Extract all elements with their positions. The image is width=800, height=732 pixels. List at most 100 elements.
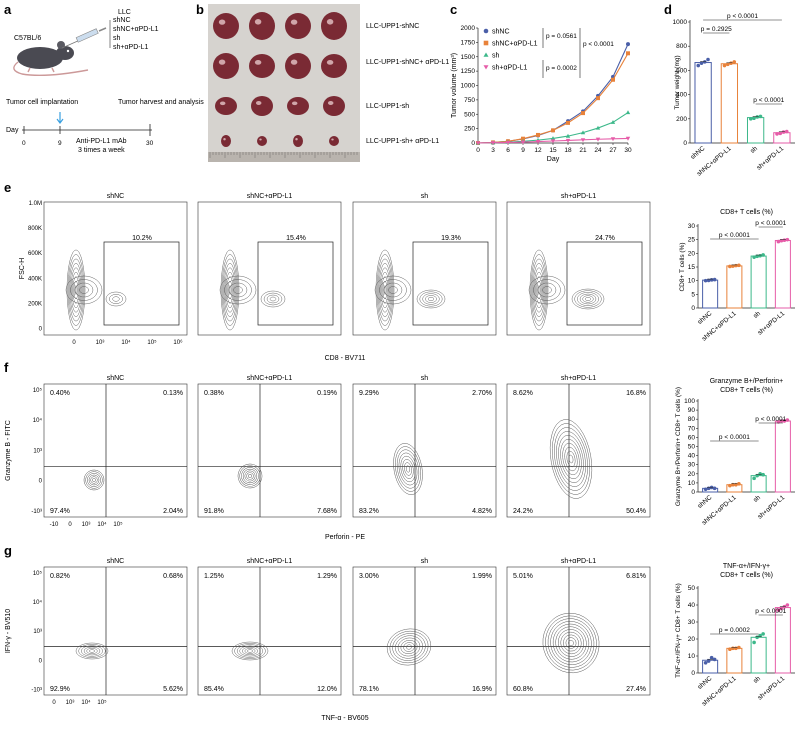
y-axis-title: TNF-α+/IFN-γ+ CD8+ T cells (%) <box>675 583 682 678</box>
y-tick-label: 0 <box>39 326 43 332</box>
flow-plot-title: shNC+αPD-L1 <box>247 193 293 200</box>
y-tick-label: 0 <box>39 479 43 485</box>
tumor-highlight <box>291 101 298 106</box>
chart-title: CD8+ T cells (%) <box>720 209 773 216</box>
contour-line <box>392 633 426 661</box>
y-axis-title: FSC-H <box>19 258 26 279</box>
contour-line <box>560 439 582 479</box>
data-point <box>784 129 789 134</box>
panel-label-c: c <box>450 2 457 17</box>
data-point <box>728 483 732 488</box>
x-tick-label: 0 <box>52 700 56 706</box>
contour-line <box>239 465 261 487</box>
contour-line <box>382 280 388 300</box>
legend-marker <box>483 52 489 57</box>
data-point <box>566 120 570 125</box>
quadrant-percentage: 24.2% <box>513 508 533 515</box>
injection-arrow-icon <box>56 112 64 124</box>
y-axis-title: Granzyme B+/Perforin+ CD8+ T cells (%) <box>675 387 682 506</box>
group-label: sh <box>113 35 121 42</box>
data-point <box>785 603 790 607</box>
y-tick-label: 800K <box>28 226 42 232</box>
quadrant-percentage: 16.9% <box>472 686 492 693</box>
contour-line <box>585 297 591 301</box>
tumor-sample <box>323 96 345 116</box>
contour-line <box>557 629 585 657</box>
data-point <box>565 133 571 138</box>
tumor-highlight <box>259 138 262 141</box>
data-point <box>776 239 781 244</box>
tumor-row-label: LLC-UPP1-shNC <box>366 23 419 30</box>
contour-line <box>393 443 423 495</box>
cd8-bar-chart: 0 5 10 15 20 25 30 CD8+ T cells (%) CD8+ T cells… <box>679 209 795 343</box>
flow-plot-title: shNC <box>107 375 125 382</box>
contour-line <box>377 258 393 322</box>
x-tick-label: sh+αPD-L1 <box>757 494 787 521</box>
y-tick-label: 70 <box>688 425 696 432</box>
data-point <box>728 264 732 269</box>
y-tick-label: 50 <box>688 444 696 451</box>
flow-plot-title: shNC+αPD-L1 <box>247 558 293 565</box>
contour-line <box>406 644 412 650</box>
gate-box <box>257 241 334 326</box>
panel-a: C57BL/6 LLC shNC shNC+αPD-L1 sh sh+αPD-L… <box>6 9 204 154</box>
contour-line <box>528 275 566 305</box>
data-point <box>551 128 555 133</box>
contour-line <box>536 280 542 300</box>
p-value-label: p = 0.2925 <box>701 26 732 33</box>
data-point <box>550 136 556 140</box>
flow-plot-frame <box>197 566 342 696</box>
y-tick-label: 500 <box>464 111 475 118</box>
data-point <box>731 264 735 268</box>
x-tick-label: 30 <box>624 147 632 154</box>
data-point <box>626 51 630 56</box>
tumor-weight-chart: 0 200 400 600 800 1000 Tumor weight (mg) shNC sh… <box>673 13 795 178</box>
y-tick-label: 200 <box>676 116 687 123</box>
contour-line <box>542 286 552 294</box>
quadrant-percentage: 7.68% <box>317 508 337 515</box>
mab-label: Anti-PD-L1 mAb <box>76 138 127 145</box>
contour-line <box>222 258 238 322</box>
contour-line <box>403 642 415 652</box>
tumor-highlight <box>326 19 334 25</box>
contour-line <box>379 267 391 313</box>
quadrant-percentage: 16.8% <box>626 390 646 397</box>
flow-plot-title: shNC <box>107 558 125 565</box>
data-point <box>565 138 571 143</box>
contour-line <box>568 454 574 464</box>
quadrant-percentage: 2.04% <box>163 508 183 515</box>
gate-box <box>412 241 489 326</box>
y-tick-label: 10⁴ <box>33 599 43 606</box>
contour-line <box>81 645 103 657</box>
quadrant-percentage: 83.2% <box>359 508 379 515</box>
x-tick-label: 21 <box>579 147 587 154</box>
contour-line <box>402 459 414 479</box>
contour-line <box>529 249 549 331</box>
contour-line <box>224 279 252 301</box>
x-tick-label: shNC <box>689 145 706 161</box>
data-point <box>580 130 586 135</box>
x-tick-label: 10⁵ <box>147 339 157 346</box>
data-point <box>785 237 790 242</box>
quadrant-percentage: 1.29% <box>317 573 337 580</box>
contour-line <box>70 267 82 313</box>
data-point <box>712 277 717 282</box>
x-tick-label: 3 <box>491 147 495 154</box>
y-tick-label: 10³ <box>33 448 42 454</box>
quadrant-percentage: 4.82% <box>472 508 492 515</box>
quadrant-percentage: 5.01% <box>513 573 533 580</box>
contour-line <box>582 295 594 303</box>
contour-line <box>88 474 100 486</box>
y-tick-label: 200K <box>28 301 42 307</box>
data-point <box>610 137 616 142</box>
implantation-label: Tumor cell implantation <box>6 99 78 106</box>
panel-label-f: f <box>4 360 9 375</box>
x-tick-label: 10⁴ <box>121 339 131 346</box>
tumor-sample <box>321 12 347 40</box>
contour-line <box>405 465 411 473</box>
contour-line <box>381 276 389 304</box>
y-tick-label: 600K <box>28 251 42 257</box>
y-tick-label: 80 <box>688 416 696 423</box>
x-tick-label: 10⁴ <box>97 521 107 528</box>
